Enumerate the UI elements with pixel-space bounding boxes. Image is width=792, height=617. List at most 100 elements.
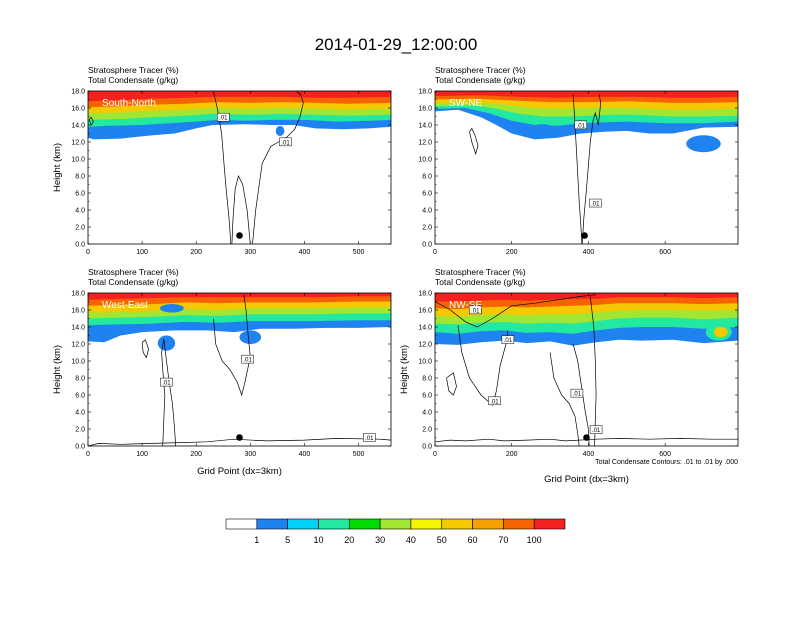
x-tick-label: 100 — [136, 249, 148, 256]
colorbar-swatch-6 — [410, 518, 443, 530]
y-tick-label: 4.0 — [75, 410, 85, 417]
x-axis-label: Grid Point (dx=3km) — [197, 466, 282, 477]
condensate-contour-3 — [213, 91, 219, 112]
contour-label-box — [469, 305, 482, 315]
x-tick-label: 300 — [244, 249, 256, 256]
x-axis-label: Grid Point (dx=3km) — [544, 474, 629, 485]
contour-label-4: .01 — [589, 425, 603, 434]
contour-label-box — [279, 137, 292, 147]
y-tick-label: 14.0 — [71, 325, 85, 332]
y-tick-label: 14.0 — [418, 123, 432, 130]
colorbar-swatch-5 — [379, 518, 412, 530]
header-condensate: Total Condensate (g/kg) — [435, 277, 525, 287]
contour-label-text: .01 — [577, 123, 586, 129]
colorbar-swatch-1 — [256, 518, 288, 530]
y-tick-label: 16.0 — [418, 308, 432, 315]
contour-label-box — [217, 112, 230, 122]
contour-label-box — [488, 396, 501, 406]
contour-label-text: .01 — [365, 436, 374, 442]
tracer-band-5 — [88, 293, 391, 300]
condensate-contour-0 — [163, 338, 177, 446]
x-tick-label: 200 — [506, 451, 518, 458]
colorbar-label-4: 30 — [375, 535, 385, 545]
y-tick-label: 12.0 — [418, 342, 432, 349]
contour-label-0: .01 — [469, 305, 482, 315]
colorbar-label-0: 1 — [254, 535, 259, 545]
contour-label-box — [363, 433, 376, 442]
tracer-blob-2 — [159, 304, 184, 313]
plot-area: .01 .01 .01 .01 .01 — [435, 293, 738, 446]
condensate-contour-1 — [457, 325, 509, 406]
condensate-contour-3 — [213, 294, 251, 397]
contour-label-text: .01 — [471, 308, 480, 314]
y-tick-label: 0.0 — [422, 444, 432, 451]
y-tick-label: 10.0 — [418, 157, 432, 164]
x-tick-label: 0 — [433, 451, 437, 458]
condensate-contour-0 — [217, 111, 232, 244]
x-tick-label: 400 — [583, 451, 595, 458]
contour-label-1: .01 — [501, 335, 515, 344]
y-tick-label: 6.0 — [75, 191, 85, 198]
header-condensate: Total Condensate (g/kg) — [435, 75, 525, 85]
y-tick-label: 8.0 — [75, 174, 85, 181]
header-tracer: Stratosphere Tracer (%) — [435, 267, 526, 277]
y-tick-label: 18.0 — [418, 291, 432, 298]
condensate-contour-0 — [435, 294, 597, 328]
panel-south-north: .01 .01 South-North Stratosphere Tracer (%)… — [52, 65, 392, 256]
condensate-contour-1 — [231, 175, 251, 244]
colorbar-swatch-4 — [348, 518, 381, 530]
colorbar-swatch-2 — [287, 518, 319, 530]
y-tick-label: 18.0 — [71, 89, 85, 96]
x-tick-label: 600 — [659, 249, 671, 256]
header-condensate: Total Condensate (g/kg) — [88, 277, 178, 287]
condensate-contour-2 — [446, 372, 457, 396]
plot-area: .01 .01 — [88, 91, 391, 244]
colorbar-swatch-10 — [533, 518, 566, 530]
x-tick-label: 400 — [299, 249, 311, 256]
contour-label-text: .01 — [573, 392, 582, 398]
x-tick-label: 0 — [433, 249, 437, 256]
y-tick-label: 8.0 — [75, 376, 85, 383]
y-tick-label: 8.0 — [422, 174, 432, 181]
contour-label-1: .01 — [241, 354, 254, 364]
tracer-band-5 — [435, 293, 738, 302]
contour-label-box — [574, 120, 587, 130]
condensate-contour-5 — [589, 296, 597, 446]
header-tracer: Stratosphere Tracer (%) — [435, 65, 526, 75]
contour-note: Total Condensate Contours: .01 to .01 by… — [595, 459, 738, 466]
y-axis-label: Height (km) — [52, 143, 63, 192]
contour-label-text: .01 — [592, 428, 601, 434]
y-tick-label: 2.0 — [422, 225, 432, 232]
panel-label: South-North — [102, 98, 156, 109]
panel-label: SW-NE — [449, 98, 482, 109]
plot-area: .01 .01 — [435, 91, 738, 244]
y-tick-label: 2.0 — [75, 427, 85, 434]
y-axis-label: Height (km) — [52, 345, 63, 394]
x-tick-label: 400 — [583, 249, 595, 256]
tracer-blob-0 — [686, 135, 721, 153]
y-tick-label: 0.0 — [75, 242, 85, 249]
header-tracer: Stratosphere Tracer (%) — [88, 65, 179, 75]
condensate-contour-0 — [572, 94, 583, 244]
colorbar-swatch-0 — [225, 518, 258, 530]
panel-west-east: .01 .01 .01 West-East Stratosphere Tracer (%… — [52, 267, 392, 477]
y-tick-label: 14.0 — [418, 325, 432, 332]
colorbar-label-3: 20 — [344, 535, 354, 545]
x-tick-label: 200 — [190, 451, 202, 458]
contour-label-box — [160, 377, 173, 387]
condensate-contour-4 — [88, 116, 94, 126]
contour-label-box — [570, 388, 584, 398]
y-tick-label: 4.0 — [422, 208, 432, 215]
colorbar-label-8: 70 — [498, 535, 508, 545]
contour-label-text: .01 — [243, 358, 252, 364]
colorbar-label-5: 40 — [406, 535, 416, 545]
x-tick-label: 0 — [86, 451, 90, 458]
tracer-band-5 — [435, 91, 738, 98]
y-tick-label: 12.0 — [71, 140, 85, 147]
y-tick-label: 6.0 — [422, 191, 432, 198]
y-tick-label: 10.0 — [418, 359, 432, 366]
contour-label-1: .01 — [279, 137, 292, 147]
contour-label-text: .01 — [219, 116, 228, 122]
location-dot — [236, 434, 243, 441]
